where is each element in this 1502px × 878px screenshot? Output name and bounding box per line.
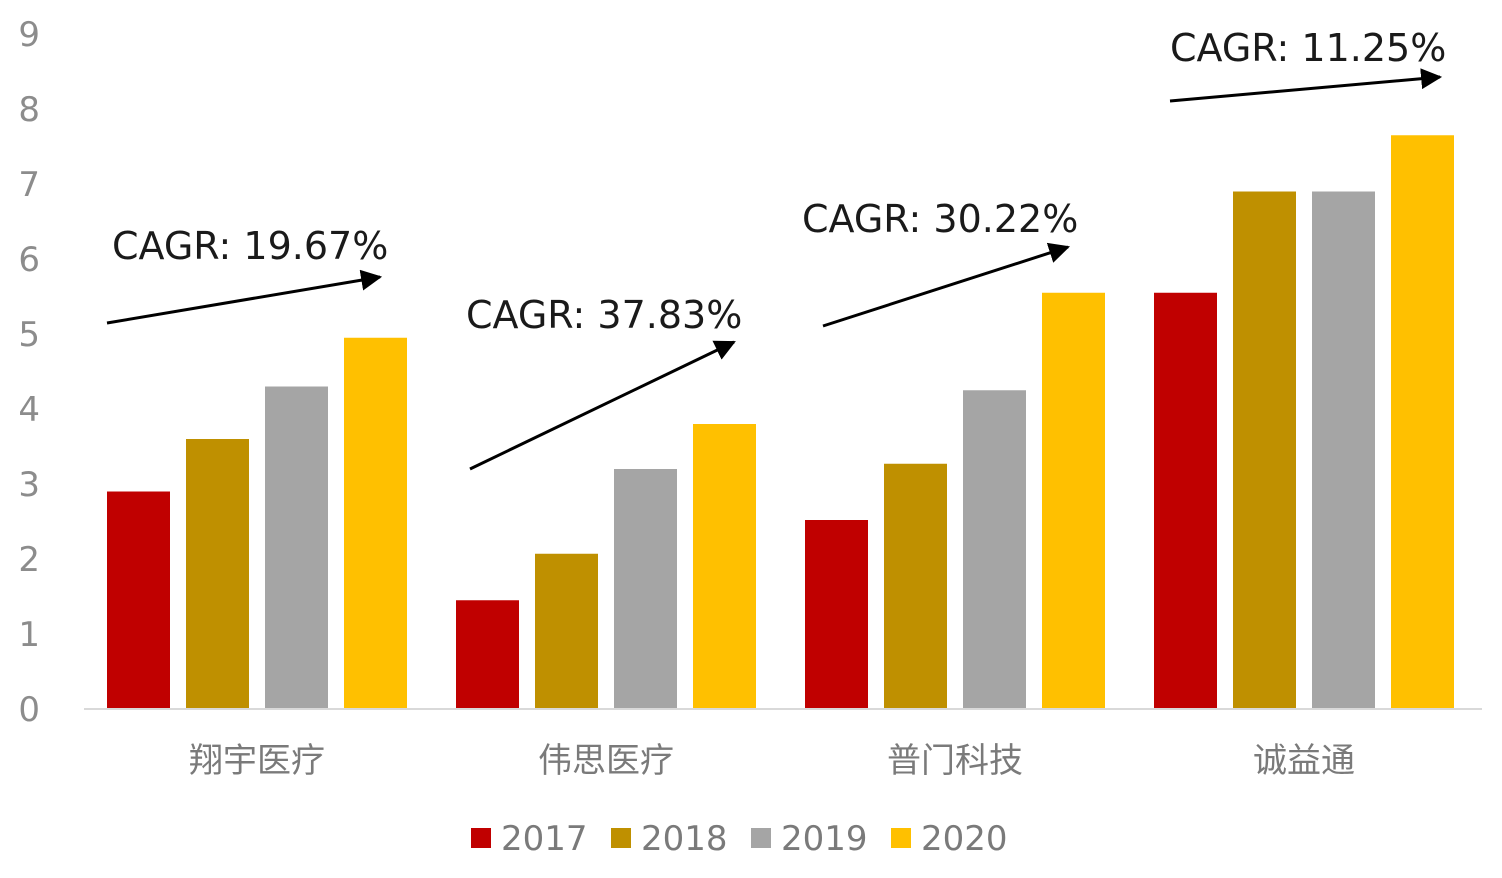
- bar: [1312, 191, 1375, 709]
- y-tick-label: 7: [18, 165, 40, 205]
- y-axis-ticks: 0 1 2 3 4 5 6 7 8 9: [18, 15, 40, 730]
- bar: [805, 520, 868, 709]
- x-category-label: 伟思医疗: [538, 741, 674, 781]
- bar: [1154, 292, 1217, 709]
- y-tick-label: 6: [18, 240, 40, 280]
- bars: [107, 135, 1454, 709]
- bar: [1042, 292, 1105, 709]
- bar: [107, 491, 170, 709]
- bar: [456, 600, 519, 709]
- x-axis-categories: 翔宇医疗 伟思医疗 普门科技 诚益通: [189, 741, 1355, 781]
- bar: [265, 386, 328, 709]
- x-category-label: 普门科技: [887, 741, 1023, 781]
- legend-label: 2019: [781, 819, 868, 859]
- legend-swatch: [471, 828, 491, 848]
- cagr-arrow: [822, 242, 1070, 328]
- cagr-label: CAGR: 37.83%: [466, 293, 742, 337]
- legend: 2017 2018 2019 2020: [471, 819, 1008, 859]
- legend-label: 2018: [641, 819, 728, 859]
- y-tick-label: 9: [18, 15, 40, 55]
- cagr-label: CAGR: 30.22%: [802, 197, 1078, 241]
- x-category-label: 诚益通: [1253, 741, 1355, 781]
- y-tick-label: 2: [18, 540, 40, 580]
- y-tick-label: 3: [18, 465, 40, 505]
- x-category-label: 翔宇医疗: [189, 741, 325, 781]
- cagr-arrow: [469, 340, 736, 471]
- y-tick-label: 4: [18, 390, 40, 430]
- legend-swatch: [891, 828, 911, 848]
- legend-swatch: [611, 828, 631, 848]
- bar: [1233, 191, 1296, 709]
- legend-swatch: [751, 828, 771, 848]
- bar: [1391, 135, 1454, 709]
- y-tick-label: 8: [18, 90, 40, 130]
- bar: [614, 469, 677, 709]
- cagr-annotations: CAGR: 19.67% CAGR: 37.83% CAGR: 30.22% CAGR…: [106, 26, 1446, 471]
- y-tick-label: 1: [18, 615, 40, 655]
- cagr-label: CAGR: 11.25%: [1170, 26, 1446, 70]
- cagr-arrow: [106, 269, 383, 325]
- cagr-label: CAGR: 19.67%: [112, 224, 388, 268]
- bar: [344, 337, 407, 709]
- cagr-arrow: [1169, 68, 1443, 103]
- y-tick-label: 0: [18, 690, 40, 730]
- bar: [693, 424, 756, 709]
- y-tick-label: 5: [18, 315, 40, 355]
- legend-label: 2017: [501, 819, 588, 859]
- bar: [186, 439, 249, 709]
- bar: [963, 390, 1026, 709]
- bar: [535, 553, 598, 709]
- bar: [884, 463, 947, 709]
- legend-label: 2020: [921, 819, 1008, 859]
